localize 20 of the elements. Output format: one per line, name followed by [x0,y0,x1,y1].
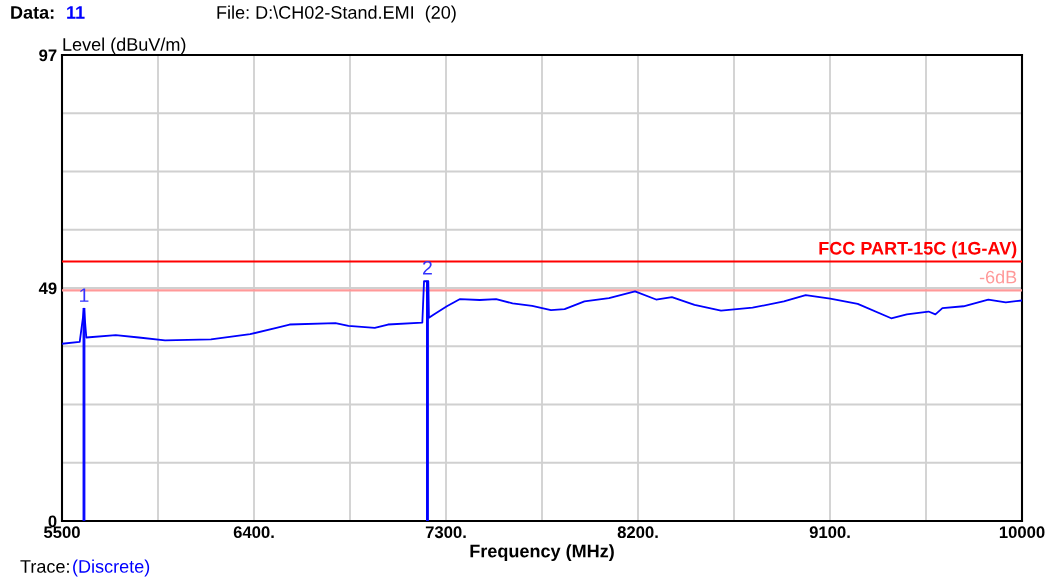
y-tick-label: 49 [38,282,57,295]
text: Trace: [20,560,69,573]
ref-line-label: FCC PART-15C (1G-AV) [819,241,1017,259]
text: 11 [67,6,85,19]
x-tick-label: 6400. [233,526,274,539]
y-tick-label: 97 [39,49,57,62]
text: Data: [11,6,54,19]
ref-line-label: -6dB [979,270,1017,284]
y-axis-title: Level (dBuV/m) [63,37,186,55]
annotation: 1 [80,288,89,302]
x-tick-label: 7300. [425,526,466,539]
x-tick-label: 5500 [43,526,80,539]
y-tick-label: 0 [48,515,57,528]
annotation: 2 [423,260,432,275]
text: (Discrete) [73,559,150,577]
x-axis-title: Frequency (MHz) [470,544,614,562]
x-tick-label: 10000 [999,526,1045,539]
x-tick-label: 8200. [617,526,658,539]
text: File: D:\CH02-Stand.EMI (20) [217,5,456,23]
x-tick-label: 9100. [809,526,850,539]
